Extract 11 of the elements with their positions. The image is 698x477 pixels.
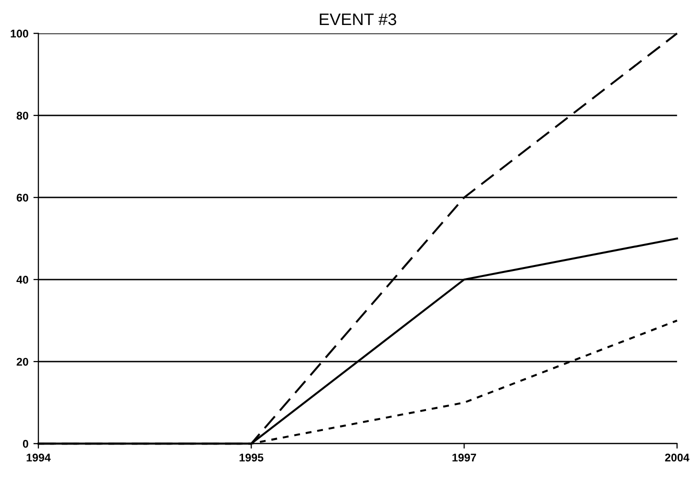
- y-tick-label: 80: [16, 112, 28, 120]
- x-tick-label: 2004: [665, 454, 690, 462]
- x-tick-label: 1997: [452, 454, 476, 462]
- y-tick-label: 60: [16, 194, 28, 202]
- y-tick-label: 0: [22, 440, 28, 448]
- x-tick-label: 1995: [240, 454, 264, 462]
- y-tick-label: 100: [10, 30, 28, 38]
- y-tick-label: 40: [16, 276, 28, 284]
- x-tick-label: 1994: [26, 454, 51, 462]
- chart-title: EVENT #3: [320, 13, 396, 26]
- y-tick-label: 20: [16, 358, 28, 366]
